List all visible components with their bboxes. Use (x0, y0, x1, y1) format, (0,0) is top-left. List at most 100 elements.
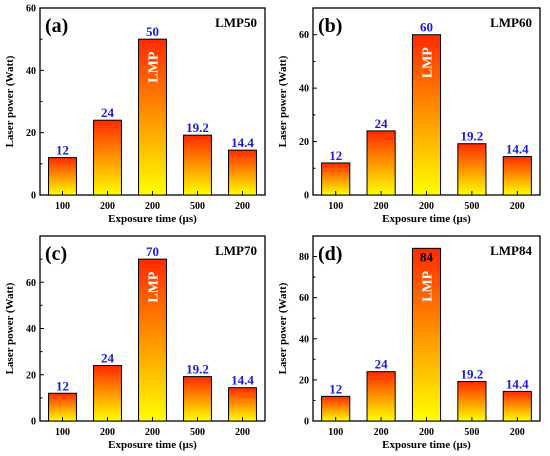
bar (138, 38, 167, 196)
bar (457, 143, 487, 196)
bar (366, 371, 396, 422)
data-label: 19.2 (461, 129, 484, 144)
bar (138, 258, 167, 422)
data-label: 24 (101, 105, 115, 120)
bar (502, 390, 532, 422)
data-label: 14.4 (506, 376, 529, 391)
bar (321, 162, 351, 196)
x-tick-label: 500 (190, 201, 205, 212)
x-tick-label: 100 (328, 201, 343, 212)
x-tick-label: 200 (510, 201, 525, 212)
x-tick-label: 200 (145, 201, 160, 212)
bar (366, 130, 396, 196)
chart-title: LMP84 (490, 243, 532, 258)
bar (502, 156, 532, 196)
bar (93, 119, 122, 196)
panel-letter: (c) (45, 243, 67, 265)
data-label: 14.4 (231, 135, 254, 150)
data-label: 50 (146, 24, 159, 39)
chart-panel-3: 0 20 40 60 100 12 200 24 200 70 LMP 500 19.2 200 14.4 (… (4, 235, 266, 451)
y-tick-label: 40 (299, 84, 309, 95)
chart-title: LMP60 (490, 15, 532, 30)
chart-panel-4: 0 20 40 60 80 100 12 200 24 200 84 LMP 500 19.2 200 14.… (277, 235, 541, 451)
y-tick-label: 0 (31, 191, 36, 202)
x-tick-label: 200 (419, 427, 434, 438)
x-tick-label: 200 (374, 201, 389, 212)
data-label: 12 (329, 148, 342, 163)
bar (183, 134, 212, 196)
y-tick-label: 20 (299, 137, 309, 148)
x-tick-label: 200 (145, 427, 160, 438)
y-tick-label: 60 (299, 30, 309, 41)
data-label: 70 (146, 244, 159, 259)
x-tick-label: 200 (100, 427, 115, 438)
y-tick-label: 80 (299, 252, 309, 263)
bar (457, 381, 487, 422)
lmp-label: LMP (421, 47, 436, 79)
y-tick-label: 0 (304, 417, 309, 428)
data-label: 19.2 (186, 120, 209, 135)
chart-panel-2: 0 20 40 60 100 12 200 24 200 60 LMP 500 19.2 200 14.4 (… (277, 7, 541, 225)
y-tick-label: 60 (26, 278, 36, 289)
x-axis-label: Exposure time (µs) (382, 439, 471, 451)
y-axis-label: Laser power (Watt) (277, 55, 289, 147)
bar (183, 376, 212, 422)
x-axis-label: Exposure time (µs) (108, 213, 197, 225)
x-tick-label: 200 (510, 427, 525, 438)
y-tick-label: 20 (299, 375, 309, 386)
bar (93, 365, 122, 422)
data-label: 60 (420, 20, 433, 35)
data-label: 14.4 (231, 373, 254, 388)
x-tick-label: 200 (235, 427, 250, 438)
x-tick-label: 100 (55, 201, 70, 212)
y-tick-label: 40 (299, 334, 309, 345)
data-label: 84 (420, 249, 434, 264)
x-axis-label: Exposure time (µs) (382, 213, 471, 225)
y-tick-label: 20 (26, 128, 36, 139)
x-tick-label: 100 (328, 427, 343, 438)
panel-letter: (b) (318, 15, 342, 37)
chart-panel-1: 0 20 40 60 100 12 200 24 200 50 LMP 500 19.2 200 14.4 (… (4, 4, 266, 225)
bar (48, 392, 77, 422)
y-tick-label: 20 (26, 370, 36, 381)
data-label: 14.4 (506, 142, 529, 157)
data-label: 24 (101, 351, 115, 366)
y-tick-label: 60 (299, 293, 309, 304)
x-tick-label: 100 (55, 427, 70, 438)
y-tick-label: 40 (26, 324, 36, 335)
x-axis-label: Exposure time (µs) (108, 439, 197, 451)
x-tick-label: 200 (374, 427, 389, 438)
data-label: 24 (375, 116, 389, 131)
lmp-label: LMP (147, 271, 162, 303)
x-tick-label: 500 (190, 427, 205, 438)
bar (228, 387, 257, 422)
bar (321, 395, 351, 422)
x-tick-label: 200 (100, 201, 115, 212)
y-tick-label: 0 (31, 417, 36, 428)
data-label: 12 (329, 381, 342, 396)
x-tick-label: 200 (419, 201, 434, 212)
panel-letter: (a) (45, 15, 68, 37)
bar (411, 247, 442, 422)
y-tick-label: 60 (26, 4, 36, 15)
data-label: 24 (375, 357, 389, 372)
y-tick-label: 40 (26, 66, 36, 77)
x-tick-label: 500 (464, 201, 479, 212)
y-axis-label: Laser power (Watt) (4, 55, 16, 147)
data-label: 12 (56, 143, 69, 158)
data-label: 19.2 (186, 362, 209, 377)
y-axis-label: Laser power (Watt) (4, 282, 16, 374)
data-label: 19.2 (461, 367, 484, 382)
bar (411, 34, 442, 196)
lmp-label: LMP (421, 270, 436, 302)
x-tick-label: 500 (464, 427, 479, 438)
data-label: 12 (56, 378, 69, 393)
lmp-label: LMP (147, 51, 162, 83)
x-tick-label: 200 (235, 201, 250, 212)
bar (48, 157, 77, 196)
y-tick-label: 0 (304, 191, 309, 202)
chart-title: LMP70 (215, 243, 257, 258)
chart-title: LMP50 (215, 15, 257, 30)
panel-letter: (d) (318, 243, 342, 265)
